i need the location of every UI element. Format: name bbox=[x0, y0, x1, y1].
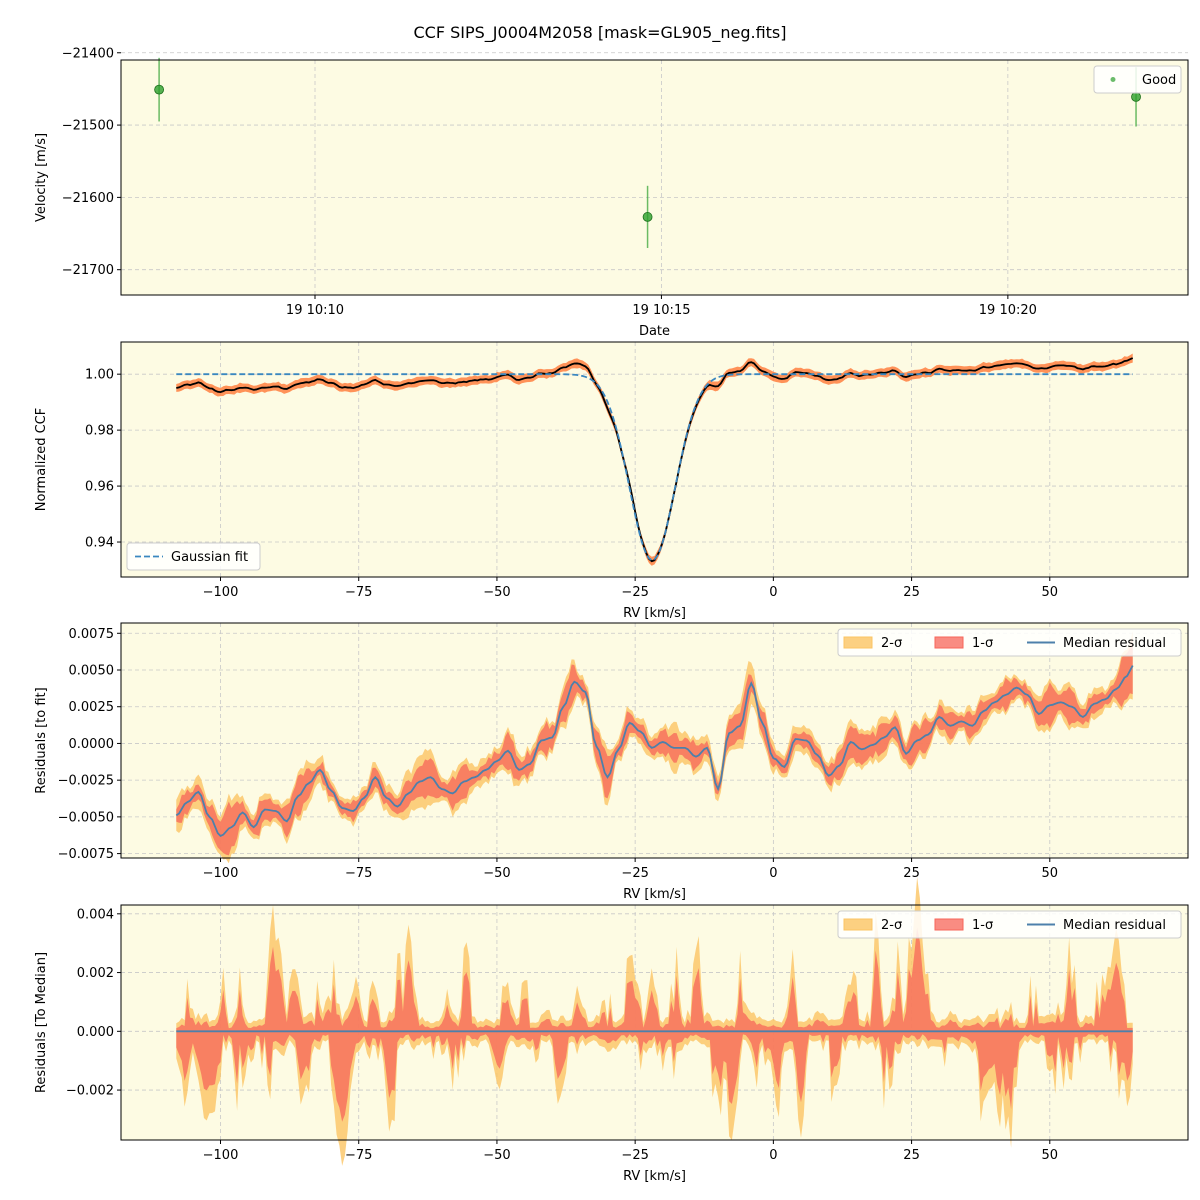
x-tick-label: 50 bbox=[1042, 585, 1059, 600]
x-axis-label: RV [km/s] bbox=[623, 887, 686, 902]
legend-label-good: Good bbox=[1142, 73, 1176, 88]
x-axis-label: Date bbox=[639, 324, 670, 339]
legend-swatch-2sigma bbox=[843, 636, 873, 649]
y-tick-label: 0.0075 bbox=[69, 627, 115, 642]
axes-frame bbox=[120, 59, 1189, 296]
legend-frame bbox=[837, 628, 1182, 657]
y-tick-label: −0.002 bbox=[66, 1084, 114, 1099]
x-tick-label: 50 bbox=[1042, 1148, 1059, 1163]
y-tick-label: 1.00 bbox=[85, 368, 114, 383]
x-tick-label: −50 bbox=[483, 1148, 510, 1163]
legend-swatch-1sigma bbox=[934, 918, 964, 931]
figure-title: CCF SIPS_J0004M2058 [mask=GL905_neg.fits… bbox=[413, 23, 786, 43]
legend: 2-σ 1-σ Median residual bbox=[837, 628, 1182, 657]
legend: Gaussian fit bbox=[126, 542, 261, 571]
legend-label-1sigma: 1-σ bbox=[972, 636, 993, 651]
x-tick-label: 19 10:15 bbox=[632, 303, 690, 318]
y-tick-label: −0.0025 bbox=[58, 774, 114, 789]
x-tick-label: −75 bbox=[345, 585, 372, 600]
y-tick-label: 0.0025 bbox=[69, 700, 115, 715]
y-tick-label: −0.0050 bbox=[58, 810, 114, 825]
y-tick-label: −0.0075 bbox=[58, 847, 114, 862]
y-tick-label: 0.94 bbox=[85, 536, 114, 551]
legend-marker-good bbox=[1110, 77, 1116, 82]
legend-swatch-1sigma bbox=[934, 636, 964, 649]
legend-label-1sigma: 1-σ bbox=[972, 918, 993, 933]
legend-frame bbox=[837, 910, 1182, 939]
x-tick-label: 0 bbox=[769, 866, 777, 881]
x-tick-label: −75 bbox=[345, 866, 372, 881]
x-tick-label: 50 bbox=[1042, 866, 1059, 881]
x-tick-label: −25 bbox=[621, 1148, 648, 1163]
legend-frame bbox=[126, 542, 261, 571]
y-tick-label: 0.004 bbox=[77, 907, 114, 922]
velocity-point bbox=[642, 212, 653, 222]
axes-frame bbox=[120, 341, 1189, 578]
legend-label-2sigma: 2-σ bbox=[881, 918, 902, 933]
x-tick-label: −50 bbox=[483, 866, 510, 881]
y-axis-label: Residuals [To Median] bbox=[34, 952, 49, 1093]
y-tick-label: −21400 bbox=[62, 46, 114, 61]
residuals-to-fit-panel: −100 −75 −50 −25 0 25 50 −0.0075 −0.0050 −0.0025 0… bbox=[34, 622, 1189, 902]
axes-frame bbox=[120, 904, 1189, 1141]
x-tick-label: −100 bbox=[203, 866, 239, 881]
velocity-panel: 19 10:10 19 10:15 19 10:20 −21400 −21500 −216… bbox=[34, 46, 1189, 339]
y-axis-label: Residuals [to fit] bbox=[34, 687, 49, 793]
x-tick-label: −100 bbox=[203, 585, 239, 600]
y-axis-label: Velocity [m/s] bbox=[34, 133, 49, 222]
velocity-point bbox=[154, 84, 165, 95]
velocity-point bbox=[1131, 91, 1141, 102]
x-tick-label: −50 bbox=[483, 585, 510, 600]
grid bbox=[121, 52, 1188, 295]
legend-frame bbox=[1093, 65, 1182, 94]
y-tick-label: 0.0000 bbox=[69, 737, 115, 752]
x-axis-label: RV [km/s] bbox=[623, 1169, 686, 1184]
legend-label-gaussian: Gaussian fit bbox=[171, 550, 248, 565]
normalized-ccf-panel: −100 −75 −50 −25 0 25 50 0.94 0.96 0.98 1.00 RV [km… bbox=[34, 341, 1189, 621]
median-residual-line bbox=[175, 665, 1134, 838]
legend: Good bbox=[1093, 65, 1182, 94]
x-tick-label: −25 bbox=[621, 585, 648, 600]
sigma1-band bbox=[176, 927, 1133, 1122]
legend: 2-σ 1-σ Median residual bbox=[837, 910, 1182, 939]
x-tick-label: −100 bbox=[203, 1148, 239, 1163]
x-tick-label: −25 bbox=[621, 866, 648, 881]
x-tick-label: 19 10:10 bbox=[286, 303, 344, 318]
legend-label-2sigma: 2-σ bbox=[881, 636, 902, 651]
y-axis-label: Normalized CCF bbox=[34, 408, 49, 512]
y-tick-label: −21500 bbox=[62, 119, 114, 134]
y-tick-label: −21600 bbox=[62, 191, 114, 206]
y-tick-label: −21700 bbox=[62, 263, 114, 278]
legend-label-median: Median residual bbox=[1063, 918, 1166, 933]
y-tick-label: 0.000 bbox=[77, 1025, 114, 1040]
axes-frame bbox=[120, 622, 1189, 859]
legend-swatch-2sigma bbox=[843, 918, 873, 931]
x-tick-label: 25 bbox=[903, 585, 920, 600]
legend-label-median: Median residual bbox=[1063, 636, 1166, 651]
plot-area bbox=[121, 60, 1188, 295]
gaussian-fit-line bbox=[176, 373, 1133, 562]
x-axis-label: RV [km/s] bbox=[623, 606, 686, 621]
x-tick-label: 25 bbox=[903, 1148, 920, 1163]
y-tick-label: 0.002 bbox=[77, 966, 114, 981]
x-tick-label: −75 bbox=[345, 1148, 372, 1163]
residuals-to-median-panel: −100 −75 −50 −25 0 25 50 −0.002 0.000 0.002 0.004 R… bbox=[34, 877, 1189, 1184]
y-tick-label: 0.0050 bbox=[69, 664, 115, 679]
y-tick-label: 0.96 bbox=[85, 480, 114, 495]
x-tick-label: 19 10:20 bbox=[979, 303, 1037, 318]
y-tick-label: 0.98 bbox=[85, 424, 114, 439]
x-tick-label: 25 bbox=[903, 866, 920, 881]
x-tick-label: 0 bbox=[769, 1148, 777, 1163]
x-tick-label: 0 bbox=[769, 585, 777, 600]
